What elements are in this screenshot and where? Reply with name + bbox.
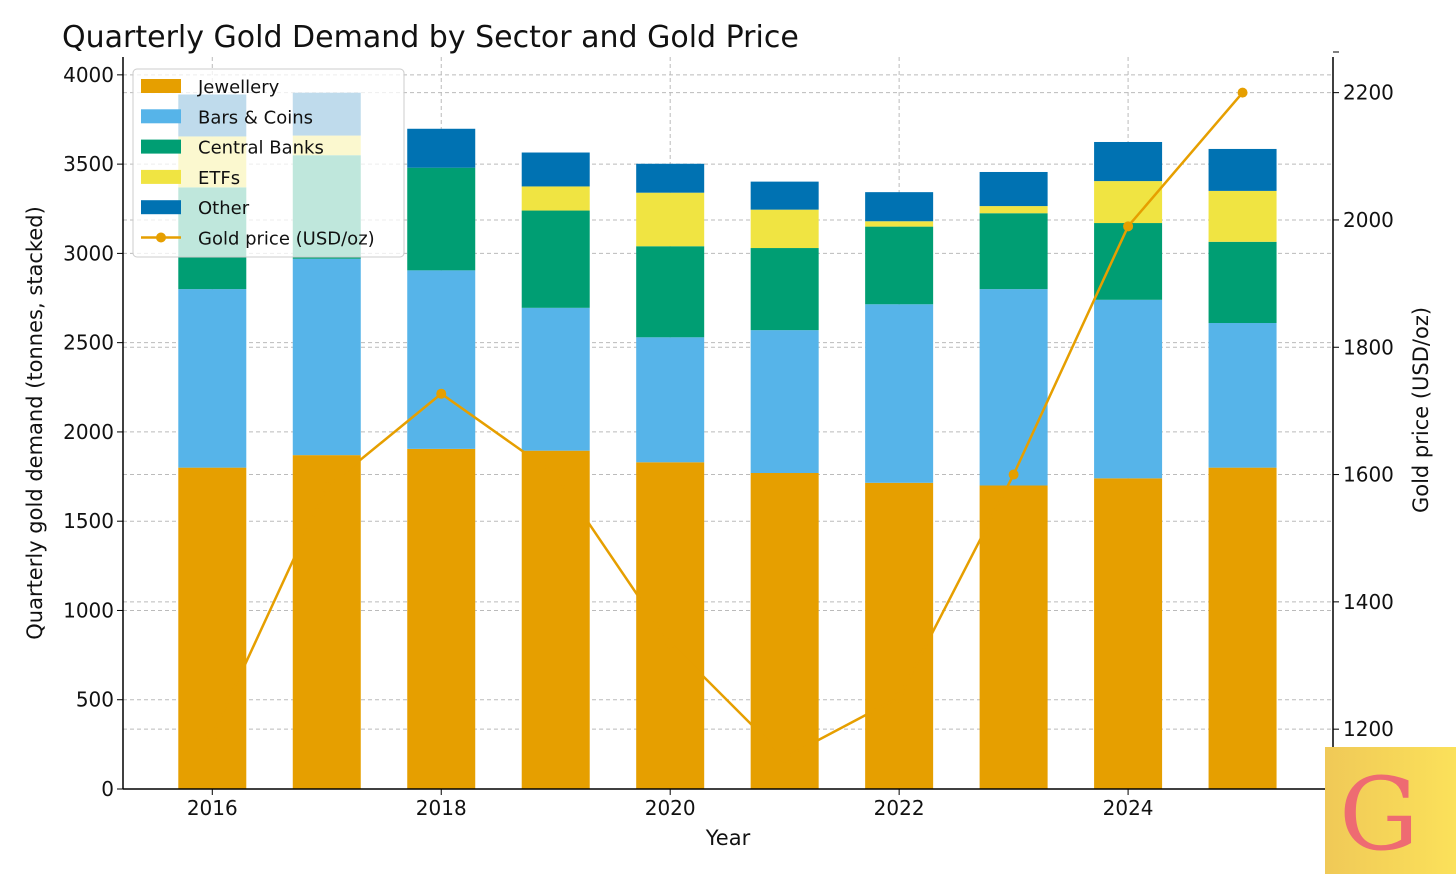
- bar-etfs-2020: [636, 192, 705, 247]
- bar-jewellery-2022: [865, 482, 934, 789]
- gold-price-point-2018: [436, 388, 447, 399]
- gold-price-point-2022: [894, 692, 905, 703]
- y-tick-label: 1000: [63, 598, 114, 622]
- x-tick-label: 2016: [187, 796, 238, 820]
- legend-label: Gold price (USD/oz): [198, 229, 375, 250]
- y2-tick-label: 1200: [1343, 717, 1394, 741]
- legend-swatch: [141, 139, 181, 154]
- logo: G: [1325, 747, 1456, 874]
- y-axis-label: Quarterly gold demand (tonnes, stacked): [23, 206, 47, 640]
- bar-central-banks-2022: [865, 226, 934, 305]
- bars: [178, 92, 1277, 789]
- chart-title: Quarterly Gold Demand by Sector and Gold…: [62, 20, 799, 55]
- y-tick-label: 2000: [63, 420, 114, 444]
- axes: 2016 2018 2020 2022 2024 0 500 1000 1500 2000 2500…: [63, 51, 1394, 820]
- gold-price-point-2025: [1237, 87, 1248, 98]
- gold-price-line: [207, 87, 1248, 763]
- bar-jewellery-2018: [407, 448, 476, 789]
- bar-jewellery-2020: [636, 462, 705, 789]
- bar-jewellery-2019: [521, 450, 590, 789]
- legend-box: [132, 68, 405, 258]
- gold-price-point-2024: [1123, 221, 1134, 232]
- bar-jewellery-2021: [750, 472, 819, 789]
- gold-price-point-2020: [665, 638, 676, 649]
- y-tick-label: 4000: [63, 63, 114, 87]
- y-tick-label: 500: [76, 688, 114, 712]
- bar-other-2018: [407, 128, 476, 168]
- bar-central-banks-2023: [979, 213, 1048, 290]
- y2-tick-label: 1800: [1343, 335, 1394, 359]
- y-tick-label: 3500: [63, 152, 114, 176]
- bar-other-2022: [865, 192, 934, 222]
- gold-price-point-2019: [550, 469, 561, 480]
- y-tick-label: 1500: [63, 509, 114, 533]
- x-tick-label: 2022: [874, 796, 925, 820]
- bar-other-2019: [521, 152, 590, 187]
- bar-bars-coins-2022: [865, 304, 934, 483]
- x-tick-label: 2018: [416, 796, 467, 820]
- bar-bars-coins-2017: [292, 258, 361, 456]
- legend-label: ETFs: [198, 168, 240, 189]
- bar-central-banks-2024: [1094, 223, 1163, 300]
- bar-central-banks-2020: [636, 246, 705, 338]
- bar-central-banks-2019: [521, 210, 590, 308]
- y-tick-label: 3000: [63, 241, 114, 265]
- bar-other-2025: [1208, 148, 1277, 191]
- x-tick-label: 2020: [645, 796, 696, 820]
- legend-label: Bars & Coins: [198, 107, 313, 128]
- bar-etfs-2024: [1094, 181, 1163, 224]
- bar-bars-coins-2023: [979, 289, 1048, 486]
- y2-tick-label: 1400: [1343, 590, 1394, 614]
- legend-label: Other: [198, 198, 250, 219]
- legend-swatch: [141, 79, 181, 93]
- legend-label: Central Banks: [198, 138, 324, 159]
- bar-bars-coins-2021: [750, 330, 819, 473]
- y2-tick-label: 2200: [1343, 81, 1394, 105]
- y-tick-label: 0: [101, 777, 114, 801]
- gold-price-point-2016: [207, 730, 218, 741]
- bar-bars-coins-2025: [1208, 323, 1277, 468]
- bar-bars-coins-2020: [636, 337, 705, 463]
- bar-central-banks-2021: [750, 248, 819, 331]
- bar-jewellery-2025: [1208, 467, 1277, 789]
- bar-other-2024: [1094, 141, 1163, 182]
- bar-jewellery-2016: [178, 467, 247, 789]
- y2-tick-label: 2000: [1343, 208, 1394, 232]
- logo-letter: G: [1339, 756, 1419, 873]
- bar-etfs-2021: [750, 209, 819, 249]
- legend-line-marker: [156, 232, 166, 243]
- bar-bars-coins-2019: [521, 307, 590, 451]
- bar-central-banks-2018: [407, 167, 476, 271]
- legend-swatch: [141, 109, 181, 124]
- y2-axis-label: Gold price (USD/oz): [1409, 307, 1433, 513]
- gold-price-point-2017: [321, 482, 332, 493]
- bar-etfs-2025: [1208, 190, 1277, 242]
- bar-bars-coins-2024: [1094, 299, 1163, 479]
- bar-jewellery-2024: [1094, 478, 1163, 789]
- bar-jewellery-2023: [979, 485, 1048, 789]
- bar-etfs-2022: [865, 221, 934, 227]
- y2-tick-label: 1600: [1343, 463, 1394, 487]
- legend-label: Jewellery: [197, 77, 280, 98]
- y-tick-label: 2500: [63, 331, 114, 355]
- bar-etfs-2019: [521, 186, 590, 211]
- bar-bars-coins-2016: [178, 289, 247, 468]
- gold-price-polyline: [211, 91, 1244, 760]
- gold-price-point-2023: [1008, 469, 1019, 480]
- bar-other-2020: [636, 163, 705, 193]
- legend-swatch: [141, 200, 181, 215]
- bar-other-2023: [979, 171, 1048, 207]
- gold-price-point-2021: [779, 752, 790, 763]
- x-tick-label: 2024: [1103, 796, 1154, 820]
- bar-etfs-2023: [979, 206, 1048, 214]
- x-axis-label: Year: [705, 826, 751, 850]
- bar-central-banks-2025: [1208, 241, 1277, 324]
- bar-jewellery-2017: [292, 455, 361, 789]
- legend: Jewellery Bars & Coins Central Banks ETFs Ot…: [132, 68, 405, 258]
- bar-bars-coins-2018: [407, 270, 476, 449]
- bar-other-2021: [750, 181, 819, 210]
- legend-swatch: [141, 169, 181, 184]
